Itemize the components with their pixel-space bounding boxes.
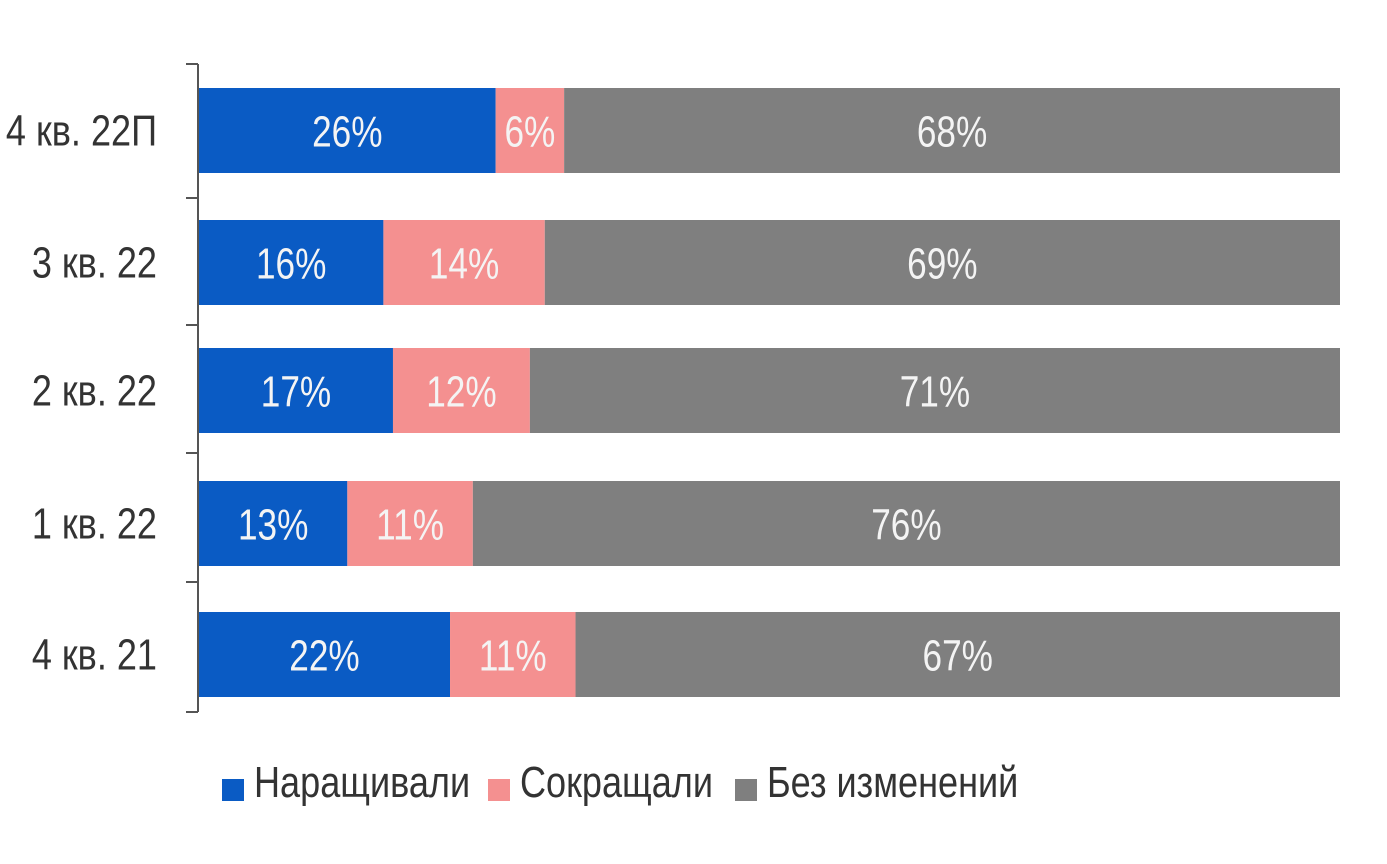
- bar-segment: [199, 481, 348, 566]
- data-label: 6%: [504, 108, 555, 157]
- data-label: 12%: [426, 368, 496, 417]
- category-label: 3 кв. 22: [32, 238, 157, 287]
- data-label: 22%: [289, 632, 359, 681]
- data-label: 14%: [429, 240, 499, 289]
- bar-segment: [199, 88, 496, 173]
- bar-segment: [392, 348, 530, 433]
- bar-segment: [383, 220, 545, 305]
- bar-segment: [495, 88, 565, 173]
- bar-segment: [529, 348, 1340, 433]
- bar-segment: [575, 612, 1340, 697]
- data-label: 13%: [238, 501, 308, 550]
- category-label: 2 кв. 22: [32, 366, 157, 415]
- data-label: 11%: [479, 632, 547, 681]
- data-label: 11%: [376, 501, 444, 550]
- data-label: 76%: [871, 501, 941, 550]
- legend-label: Сокращали: [519, 758, 713, 807]
- legend-label: Наращивали: [254, 758, 471, 807]
- data-label: 17%: [261, 368, 331, 417]
- legend-item-unchanged: Без изменений: [734, 758, 1073, 808]
- data-label: 69%: [907, 240, 977, 289]
- data-label: 68%: [917, 108, 987, 157]
- data-label: 26%: [312, 108, 382, 157]
- bar-segment: [199, 220, 384, 305]
- category-label: 4 кв. 22П: [6, 106, 157, 155]
- legend: Наращивали Сокращали Без изменений: [222, 758, 1091, 808]
- legend-label: Без изменений: [766, 758, 1019, 807]
- bar-segment: [564, 88, 1340, 173]
- legend-swatch: [487, 779, 510, 801]
- bar-segment: [544, 220, 1340, 305]
- data-label: 71%: [900, 368, 970, 417]
- legend-swatch: [222, 779, 244, 801]
- data-label: 16%: [256, 240, 326, 289]
- legend-swatch: [734, 779, 757, 801]
- data-label: 67%: [923, 632, 993, 681]
- bar-segment: [199, 612, 451, 697]
- legend-item-increased: Наращивали: [222, 758, 518, 808]
- bar-segment: [472, 481, 1341, 566]
- bar-segment: [347, 481, 473, 566]
- category-label: 4 кв. 21: [32, 630, 157, 679]
- bar-segment: [199, 348, 393, 433]
- category-label: 1 кв. 22: [32, 499, 157, 548]
- bar-segment: [450, 612, 576, 697]
- legend-item-decreased: Сокращали: [487, 758, 755, 808]
